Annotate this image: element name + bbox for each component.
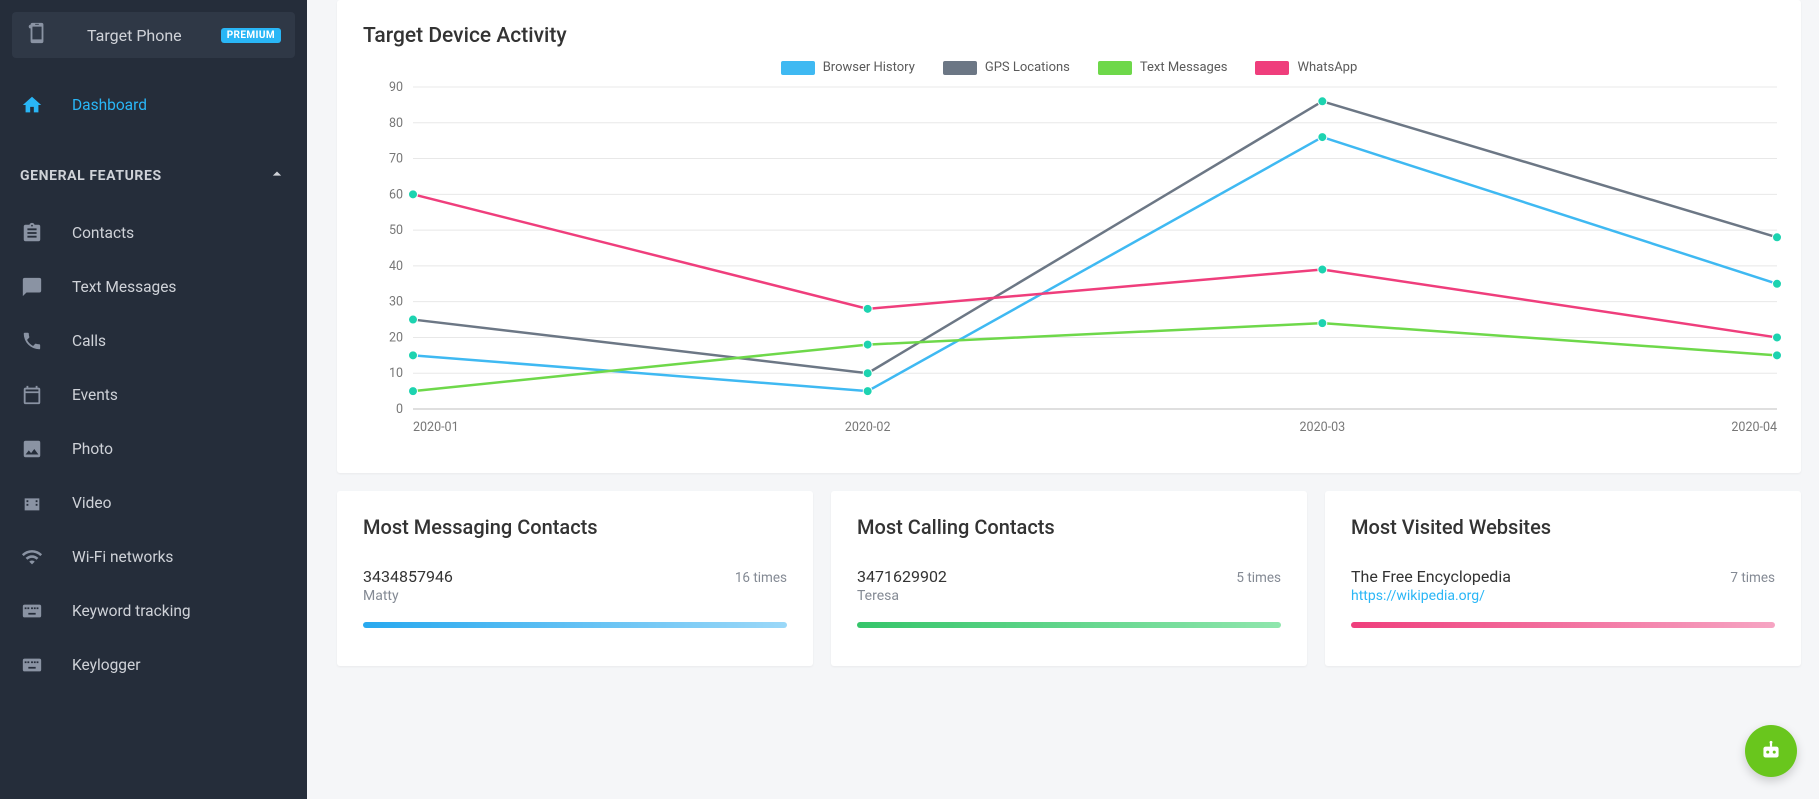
list-primary: The Free Encyclopedia [1351, 567, 1511, 586]
list-secondary: Matty [363, 588, 453, 604]
robot-icon [1758, 738, 1784, 764]
svg-text:0: 0 [396, 402, 403, 417]
progress-bar [857, 622, 1281, 628]
svg-text:90: 90 [389, 80, 403, 95]
chart-card: Target Device Activity Browser History GP… [337, 0, 1801, 473]
section-general-features[interactable]: GENERAL FEATURES [0, 140, 307, 198]
svg-text:50: 50 [389, 223, 403, 238]
phone-settings-icon [26, 22, 48, 48]
nav-item-keyword-tracking[interactable]: Keyword tracking [0, 584, 307, 638]
list-primary: 3471629902 [857, 567, 947, 586]
legend-label: Text Messages [1140, 60, 1228, 75]
svg-text:80: 80 [389, 116, 403, 131]
keyboard-icon [20, 654, 44, 676]
panel-title: Most Calling Contacts [857, 515, 1281, 539]
svg-text:2020-01: 2020-01 [413, 420, 459, 435]
legend-swatch [781, 61, 815, 75]
list-item[interactable]: The Free Encyclopedia https://wikipedia.… [1351, 567, 1775, 628]
nav-item-calls[interactable]: Calls [0, 314, 307, 368]
chat-icon [20, 276, 44, 298]
nav-item-video[interactable]: Video [0, 476, 307, 530]
chart-legend: Browser History GPS Locations Text Message… [363, 54, 1775, 77]
chart-title: Target Device Activity [363, 24, 1775, 48]
list-count: 5 times [1236, 570, 1281, 586]
legend-item[interactable]: GPS Locations [943, 60, 1070, 75]
panel-title: Most Visited Websites [1351, 515, 1775, 539]
chart-plot: 0 10 20 30 40 50 60 70 80 90 2020-01 2020-02 2020-03… [363, 77, 1775, 461]
keyboard-icon [20, 600, 44, 622]
legend-swatch [943, 61, 977, 75]
nav-label: Text Messages [72, 278, 176, 296]
nav-list: Dashboard [0, 70, 307, 140]
svg-text:40: 40 [389, 259, 403, 274]
sidebar: Target Phone PREMIUM Dashboard GENERAL F… [0, 0, 307, 799]
list-count: 16 times [735, 570, 787, 586]
chat-fab[interactable] [1745, 725, 1797, 777]
nav-label: Photo [72, 440, 113, 458]
phone-icon [20, 330, 44, 352]
target-phone-label: Target Phone [62, 26, 207, 45]
svg-text:10: 10 [389, 366, 403, 381]
clipboard-icon [20, 222, 44, 244]
list-secondary: Teresa [857, 588, 947, 604]
nav-item-wi-fi-networks[interactable]: Wi-Fi networks [0, 530, 307, 584]
svg-text:2020-03: 2020-03 [1300, 420, 1346, 435]
legend-swatch [1255, 61, 1289, 75]
target-phone-card[interactable]: Target Phone PREMIUM [12, 12, 295, 58]
legend-item[interactable]: Browser History [781, 60, 915, 75]
image-icon [20, 438, 44, 460]
legend-item[interactable]: WhatsApp [1255, 60, 1357, 75]
chart-svg: 0 10 20 30 40 50 60 70 80 90 2020-01 2020-02 2020-03… [363, 77, 1793, 457]
legend-swatch [1098, 61, 1132, 75]
panel-messaging: Most Messaging Contacts 3434857946 Matty… [337, 491, 813, 666]
list-primary: 3434857946 [363, 567, 453, 586]
premium-badge: PREMIUM [221, 28, 281, 43]
stats-row: Most Messaging Contacts 3434857946 Matty… [337, 491, 1801, 684]
nav-label: Contacts [72, 224, 134, 242]
svg-text:60: 60 [389, 187, 403, 202]
svg-text:30: 30 [389, 295, 403, 310]
section-title: GENERAL FEATURES [20, 168, 162, 184]
progress-bar [363, 622, 787, 628]
panel-title: Most Messaging Contacts [363, 515, 787, 539]
progress-bar [1351, 622, 1775, 628]
list-item[interactable]: 3434857946 Matty 16 times [363, 567, 787, 628]
nav-item-text-messages[interactable]: Text Messages [0, 260, 307, 314]
list-item[interactable]: 3471629902 Teresa 5 times [857, 567, 1281, 628]
svg-text:2020-02: 2020-02 [845, 420, 891, 435]
nav-item-photo[interactable]: Photo [0, 422, 307, 476]
nav-label: Keyword tracking [72, 602, 191, 620]
nav-label: Calls [72, 332, 106, 350]
list-count: 7 times [1730, 570, 1775, 586]
home-icon [20, 94, 44, 116]
nav-feature-list: Contacts Text Messages Calls Events Phot… [0, 198, 307, 700]
nav-item-contacts[interactable]: Contacts [0, 206, 307, 260]
nav-dashboard[interactable]: Dashboard [0, 78, 307, 132]
legend-label: Browser History [823, 60, 915, 75]
chevron-up-icon [267, 164, 287, 188]
svg-text:20: 20 [389, 330, 403, 345]
wifi-icon [20, 546, 44, 568]
legend-label: WhatsApp [1297, 60, 1357, 75]
list-secondary[interactable]: https://wikipedia.org/ [1351, 588, 1511, 604]
legend-item[interactable]: Text Messages [1098, 60, 1228, 75]
main-content: Target Device Activity Browser History GP… [307, 0, 1819, 799]
svg-text:70: 70 [389, 152, 403, 167]
film-icon [20, 492, 44, 514]
nav-label: Video [72, 494, 111, 512]
calendar-icon [20, 384, 44, 406]
nav-item-events[interactable]: Events [0, 368, 307, 422]
nav-label: Keylogger [72, 656, 140, 674]
nav-label: Wi-Fi networks [72, 548, 173, 566]
nav-label: Dashboard [72, 96, 147, 114]
panel-calling: Most Calling Contacts 3471629902 Teresa … [831, 491, 1307, 666]
panel-websites: Most Visited Websites The Free Encyclope… [1325, 491, 1801, 666]
nav-label: Events [72, 386, 118, 404]
legend-label: GPS Locations [985, 60, 1070, 75]
svg-text:2020-04: 2020-04 [1731, 420, 1777, 435]
nav-item-keylogger[interactable]: Keylogger [0, 638, 307, 692]
